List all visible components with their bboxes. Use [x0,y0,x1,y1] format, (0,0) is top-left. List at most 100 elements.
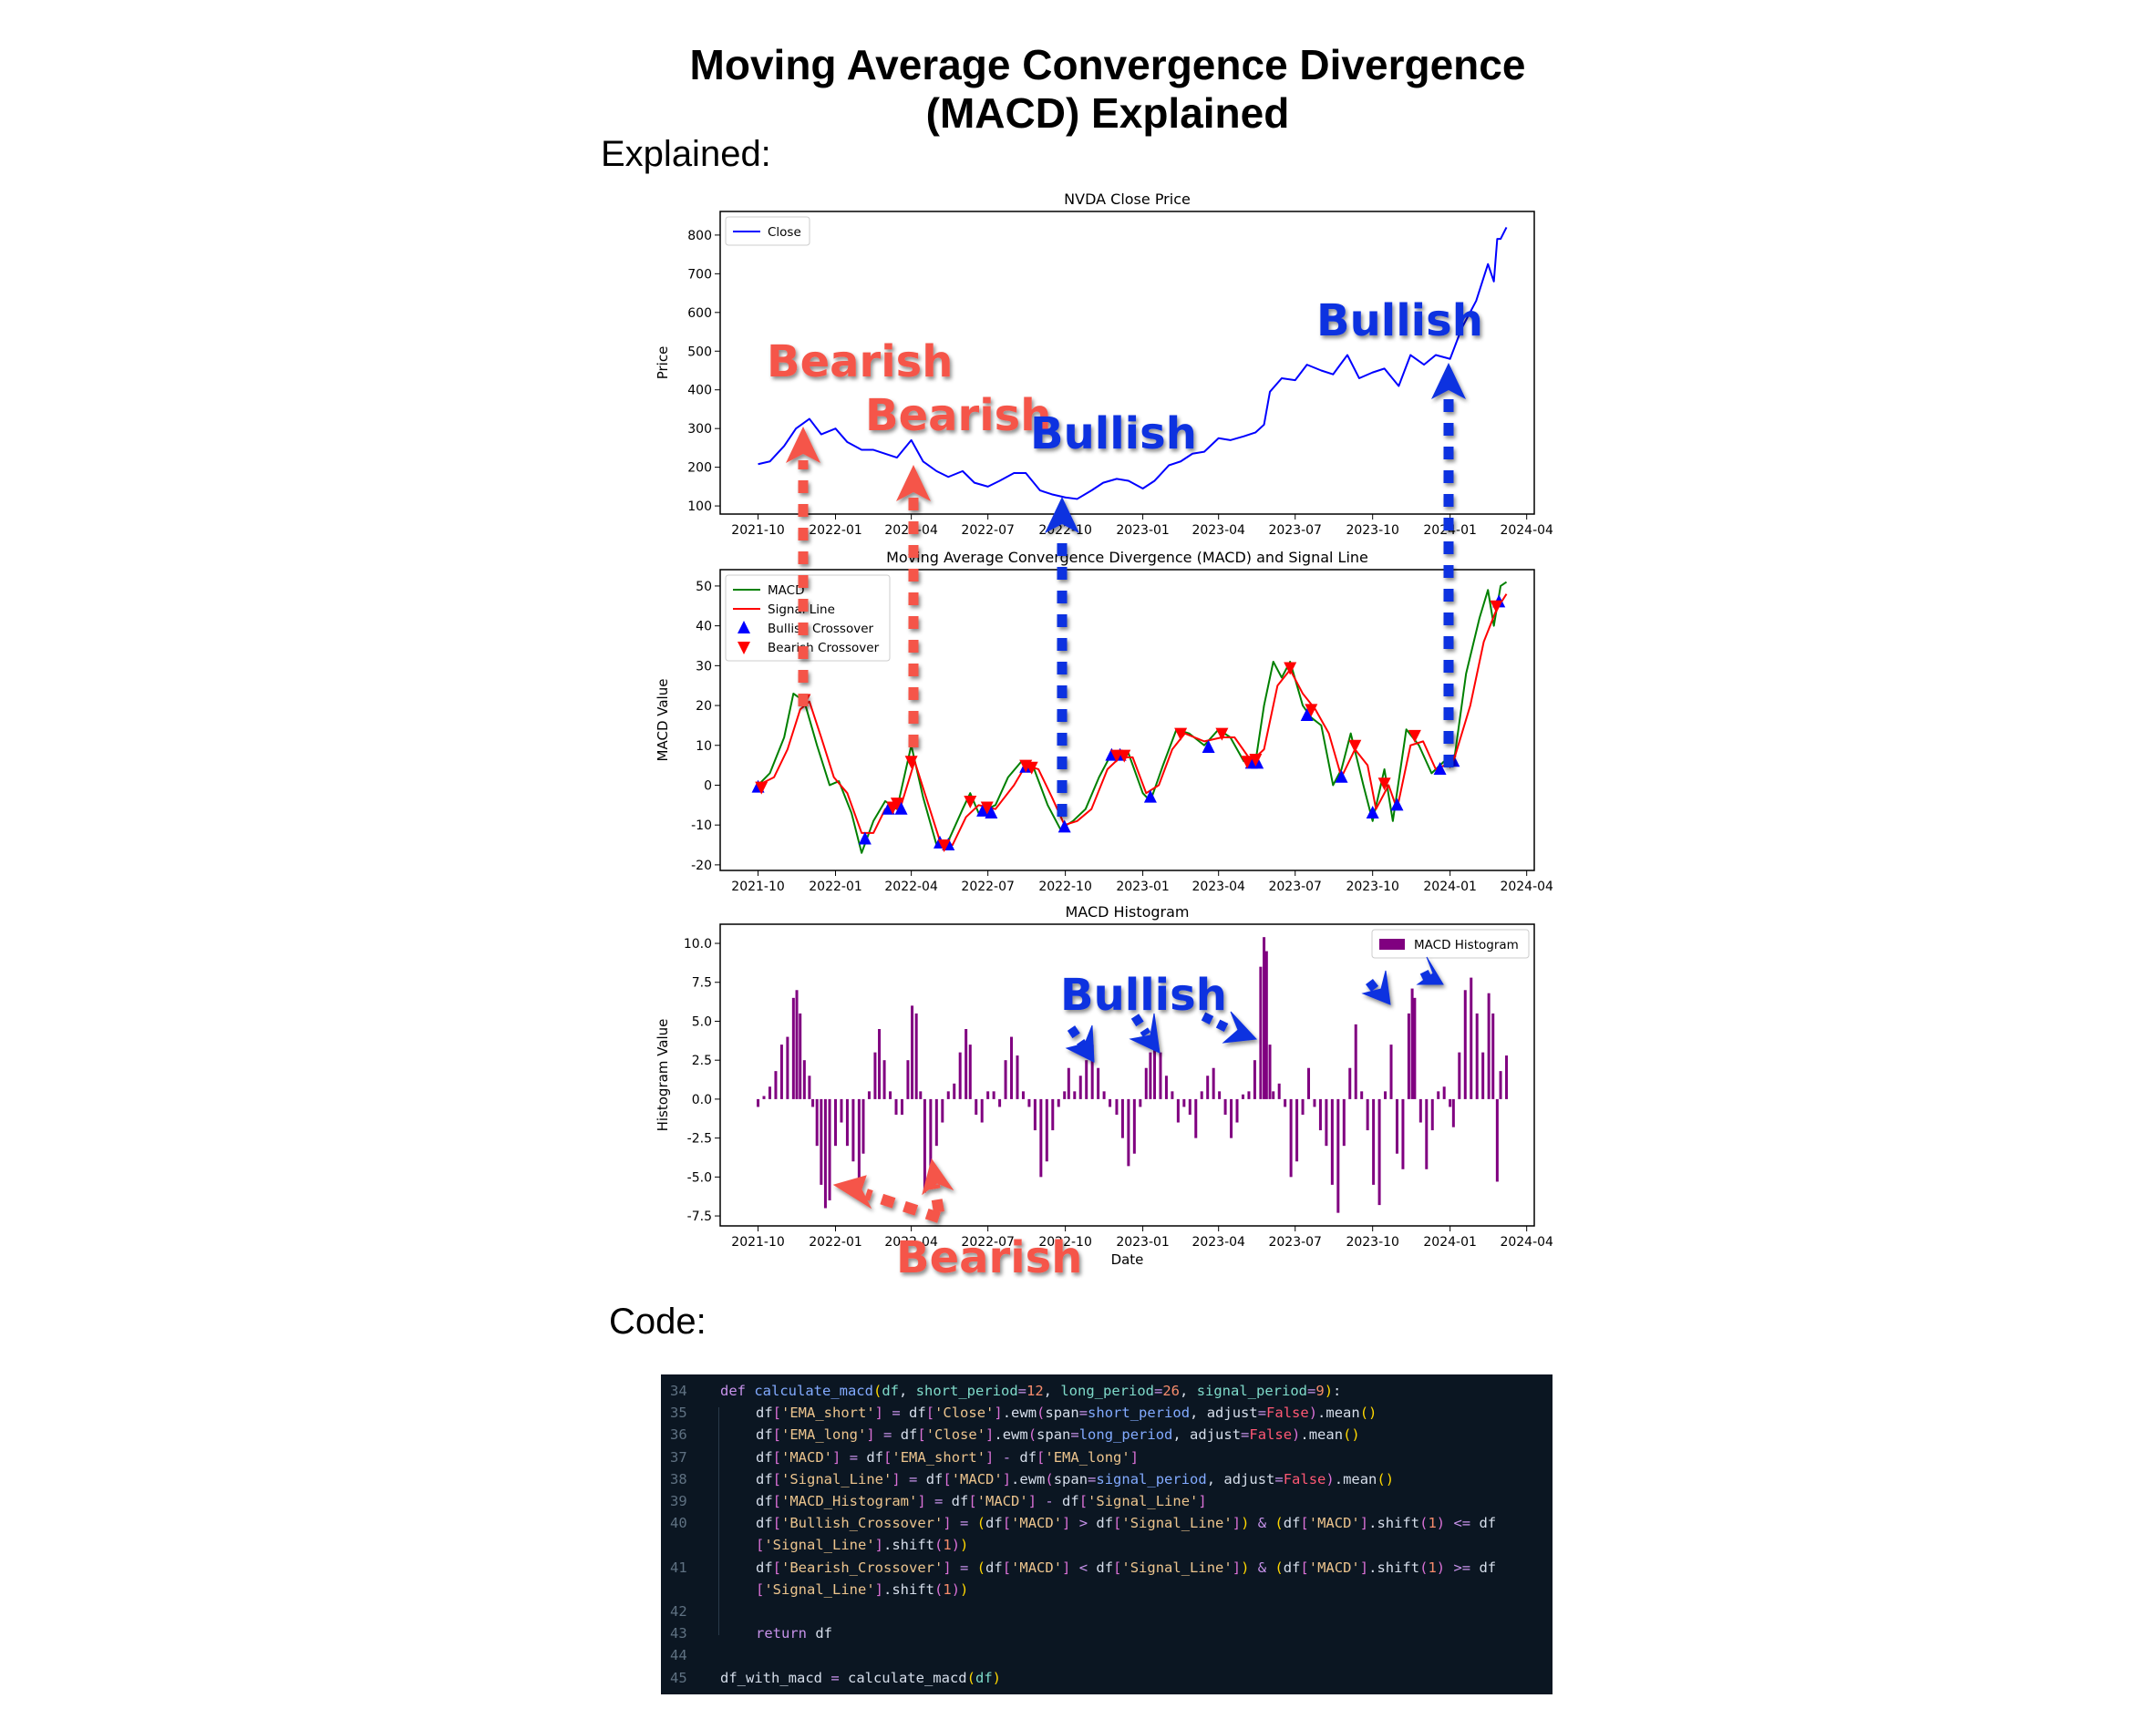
code-token: 'MACD' [1308,1559,1360,1576]
histogram-bar [1241,1094,1244,1099]
code-token: ( [976,1515,986,1532]
code-token: , [1043,1383,1061,1399]
histogram-bar [840,1098,843,1123]
code-token: df [756,1426,773,1444]
code-token: df [756,1515,773,1532]
histogram-bar [1377,1098,1381,1206]
histogram-bar [1437,1091,1440,1099]
code-token: = [1088,1470,1097,1487]
histogram-bar [873,1052,877,1099]
histogram-bar [911,1005,914,1099]
histogram-bar [1318,1098,1322,1131]
histogram-bar [906,1060,910,1099]
histogram-bar [834,1098,838,1147]
code-token: ) [992,1669,1001,1686]
histogram-bar [1206,1076,1210,1099]
code-token: df [756,1493,773,1509]
code-text: def calculate_macd(df, short_period=12, … [720,1380,1341,1402]
x-tick-label: 2023-04 [1191,523,1245,538]
bullish-crossover-marker [894,801,908,815]
bearish-crossover-marker [937,839,951,853]
y-tick-label: 10 [696,739,712,754]
code-token: [ [917,1426,926,1444]
code-token: ( [976,1559,986,1576]
plot-frame [719,211,1535,515]
histogram-bar [1295,1098,1299,1162]
plot-frame [719,923,1535,1227]
histogram-bar [1354,1024,1357,1099]
x-tick-label: 2024-04 [1500,1235,1553,1250]
histogram-bar [1120,1098,1124,1138]
code-line: 42 [661,1601,1553,1622]
histogram-bearish-arrows [832,1158,954,1223]
histogram-bar [828,1098,831,1200]
histogram-bar [923,1098,926,1193]
code-token: df [1479,1515,1497,1532]
legend-label: Close [768,225,801,240]
y-axis-label: Histogram Value [655,1019,671,1132]
code-token: span [1045,1405,1079,1422]
code-token: [ [925,1405,935,1422]
code-token: 'MACD' [1011,1515,1063,1532]
legend-label: Bullish Crossover [768,622,874,636]
histogram-bar [1090,1045,1094,1099]
code-token: 'MACD' [1011,1559,1063,1576]
code-token: ] [1062,1559,1071,1576]
y-tick-label: 5.0 [692,1014,712,1029]
y-tick-label: 7.5 [692,976,712,991]
histogram-bar [1259,966,1263,1099]
bullish-crossover-marker [1433,761,1447,775]
histogram-bar [1463,990,1467,1099]
bearish-crossover-marker [1174,727,1188,741]
histogram-bar [1051,1098,1055,1131]
histogram-bar [1067,1067,1070,1099]
series-line-close [758,226,1508,500]
code-line: 41 df['Bearish_Crossover'] = (df['MACD'] … [661,1557,1553,1579]
line-number: 39 [670,1493,687,1509]
bearish-crossover-marker [1284,662,1297,675]
histogram-bar [1127,1098,1130,1167]
x-tick-label: 2023-01 [1116,1235,1170,1250]
code-token: ] [985,1426,995,1444]
bearish-crossover-marker [1249,754,1263,767]
bearish-crossover-marker [755,781,769,795]
code-token: [ [772,1470,782,1487]
code-text: df['Bullish_Crossover'] = (df['MACD'] > … [756,1512,1496,1534]
bearish-crossover-marker [1490,600,1503,613]
code-token: = [883,1405,910,1422]
histogram-bar [882,1060,886,1099]
code-text: df_with_macd = calculate_macd(df) [720,1667,1001,1689]
line-number: 44 [670,1647,687,1664]
histogram-bar [1033,1098,1037,1131]
histogram-bar [889,1091,892,1099]
code-token: () [1343,1426,1360,1444]
bearish-crossover-marker [1348,739,1362,753]
histogram-bar [1360,1091,1364,1099]
annotation-bullish-1: Bullish [1030,408,1197,459]
histogram-bar [929,1098,933,1178]
page-title-line2: (MACD) Explained [925,89,1290,137]
x-tick-label: 2022-07 [961,1235,1015,1250]
code-text: df['EMA_short'] = df['Close'].ewm(span=s… [756,1402,1377,1424]
code-token: 'MACD' [976,1493,1028,1509]
line-number: 35 [670,1405,687,1422]
code-token: 'Close' [934,1405,995,1422]
code-token: ] [1359,1515,1369,1532]
bearish-crossover-marker [1408,729,1421,743]
code-text: df['EMA_long'] = df['Close'].ewm(span=lo… [756,1424,1360,1446]
annotation-bearish-hist: Bearish [896,1232,1082,1283]
y-tick-label: 800 [687,229,712,243]
code-line: 43 return df [661,1622,1553,1644]
histogram-bar [1102,1091,1106,1099]
histogram-bar [1016,1055,1019,1099]
code-token: df [925,1470,944,1487]
code-token: - [994,1448,1020,1466]
x-tick-label: 2023-10 [1346,523,1399,538]
line-number: 40 [670,1515,687,1532]
code-token: .mean [1300,1426,1344,1444]
y-tick-label: 700 [687,267,712,282]
line-number: 43 [670,1625,687,1642]
code-token: , [1180,1383,1197,1399]
histogram-bar [808,1076,811,1099]
bearish-crossover-marker [1025,761,1038,775]
